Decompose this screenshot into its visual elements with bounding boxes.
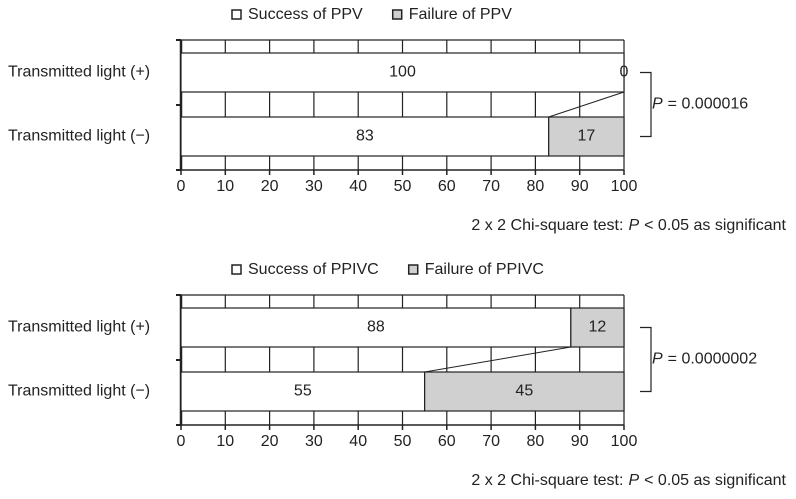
x-tick-label: 70 — [482, 433, 500, 450]
p-text: = 0.0000002 — [668, 351, 758, 368]
note-symbol: P — [628, 472, 639, 489]
legend-swatch — [391, 9, 403, 20]
legend-swatch — [407, 264, 419, 275]
x-tick-label: 10 — [216, 433, 234, 450]
bar-segment — [424, 371, 625, 412]
value-label: 0 — [620, 64, 629, 81]
legend-swatch — [231, 9, 242, 20]
connector — [548, 91, 625, 118]
bar-segment — [180, 371, 426, 412]
x-tick-label: 100 — [611, 178, 638, 195]
value-label: 55 — [294, 383, 312, 400]
p-text: = 0.000016 — [668, 96, 749, 113]
value-label: 17 — [577, 128, 595, 145]
note-text: < 0.05 as significant — [644, 217, 786, 234]
bracket — [640, 326, 652, 393]
x-tick-label: 40 — [349, 178, 367, 195]
p-symbol: P — [652, 96, 663, 113]
x-tick-label: 60 — [438, 433, 456, 450]
x-tick-label: 80 — [527, 433, 545, 450]
note: 2 x 2 Chi-square test: P < 0.05 as signifi… — [471, 217, 786, 234]
bar-segment — [570, 307, 625, 348]
value-label: 88 — [367, 319, 385, 336]
x-tick-label: 80 — [527, 178, 545, 195]
x-tick-label: 10 — [216, 178, 234, 195]
value-label: 12 — [589, 319, 607, 336]
y-tick-label: Transmitted light (+) — [8, 319, 150, 336]
p-value: P = 0.0000002 — [652, 351, 757, 368]
x-tick-label: 50 — [394, 433, 412, 450]
legend-label: Failure of PPV — [409, 6, 512, 23]
note-text: 2 x 2 Chi-square test: — [471, 472, 623, 489]
note-text: < 0.05 as significant — [644, 472, 786, 489]
legend-label: Success of PPIVC — [248, 261, 379, 278]
x-tick-label: 20 — [261, 433, 279, 450]
x-tick-label: 30 — [305, 178, 323, 195]
p-symbol: P — [652, 351, 663, 368]
note: 2 x 2 Chi-square test: P < 0.05 as signifi… — [471, 472, 786, 489]
p-value: P = 0.000016 — [652, 96, 748, 113]
value-label: 83 — [356, 128, 374, 145]
value-label: 45 — [515, 383, 533, 400]
x-tick-label: 90 — [571, 433, 589, 450]
value-label: 100 — [389, 64, 416, 81]
legend-label: Success of PPV — [248, 6, 363, 23]
x-tick-label: 100 — [611, 433, 638, 450]
note-symbol: P — [628, 217, 639, 234]
legend-label: Failure of PPIVC — [425, 261, 544, 278]
connector — [424, 346, 571, 373]
bar-segment — [548, 116, 625, 157]
legend-swatch — [231, 264, 242, 275]
x-tick-label: 70 — [482, 178, 500, 195]
note-text: 2 x 2 Chi-square test: — [471, 217, 623, 234]
x-tick-label: 60 — [438, 178, 456, 195]
x-tick-label: 90 — [571, 178, 589, 195]
y-tick-label: Transmitted light (−) — [8, 128, 150, 145]
y-tick-label: Transmitted light (−) — [8, 383, 150, 400]
bracket — [640, 71, 652, 138]
bar-segment — [180, 116, 550, 157]
x-tick-label: 0 — [177, 433, 186, 450]
x-tick-label: 40 — [349, 433, 367, 450]
bar-segment — [180, 52, 625, 93]
x-tick-label: 30 — [305, 433, 323, 450]
x-tick-label: 0 — [177, 178, 186, 195]
x-tick-label: 20 — [261, 178, 279, 195]
x-tick-label: 50 — [394, 178, 412, 195]
y-tick-label: Transmitted light (+) — [8, 64, 150, 81]
